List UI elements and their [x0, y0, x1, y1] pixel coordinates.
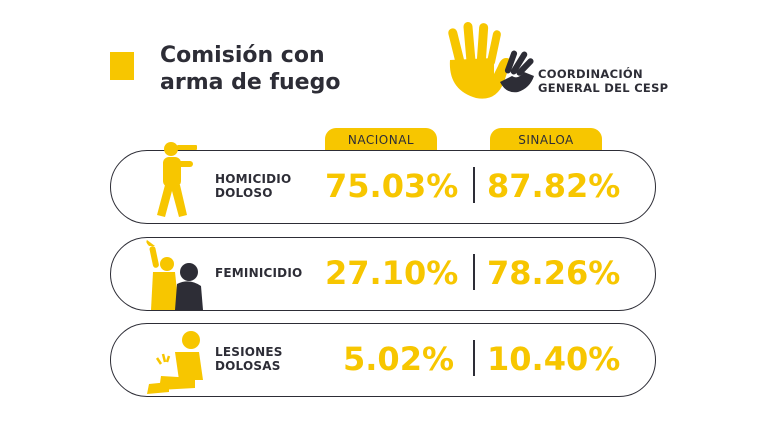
shooter-icon: [157, 142, 197, 217]
injured-person-icon: [147, 331, 203, 394]
row-lesiones-dolosas: LESIONES DOLOSAS 5.02% 10.40%: [110, 323, 656, 397]
value-nacional: 5.02%: [343, 340, 455, 378]
column-divider: [473, 167, 475, 203]
row-label: FEMINICIDIO: [215, 266, 302, 280]
row-label: LESIONES DOLOSAS: [215, 345, 283, 373]
row-label-line-2: DOLOSAS: [215, 359, 281, 373]
logo-line-2: GENERAL DEL CESP: [538, 81, 669, 95]
title-line-2: arma de fuego: [160, 70, 341, 95]
row-homicidio-doloso: HOMICIDIO DOLOSO 75.03% 87.82%: [110, 142, 656, 224]
two-hands-icon: [448, 22, 534, 99]
row-label-line-2: DOLOSO: [215, 186, 273, 200]
column-header-sinaloa: SINALOA: [490, 128, 602, 150]
row-feminicidio: FEMINICIDIO 27.10% 78.26%: [110, 237, 656, 311]
column-divider: [473, 254, 475, 290]
attacker-victim-icon: [146, 240, 203, 310]
logo-text: COORDINACIÓN GENERAL DEL CESP: [538, 67, 668, 95]
value-sinaloa: 87.82%: [487, 167, 621, 205]
accent-square: [110, 52, 134, 80]
value-nacional: 75.03%: [325, 167, 459, 205]
title-line-1: Comisión con: [160, 43, 325, 68]
column-divider: [473, 340, 475, 376]
row-label-line-1: LESIONES: [215, 345, 283, 359]
row-label: HOMICIDIO DOLOSO: [215, 172, 291, 200]
row-label-line-1: FEMINICIDIO: [215, 266, 303, 280]
value-sinaloa: 78.26%: [487, 254, 621, 292]
column-header-nacional: NACIONAL: [325, 128, 437, 150]
value-sinaloa: 10.40%: [487, 340, 621, 378]
logo-line-1: COORDINACIÓN: [538, 67, 643, 81]
row-label-line-1: HOMICIDIO: [215, 172, 292, 186]
page-title: Comisión con arma de fuego: [160, 42, 340, 96]
value-nacional: 27.10%: [325, 254, 459, 292]
cesp-logo: COORDINACIÓN GENERAL DEL CESP: [438, 20, 678, 110]
